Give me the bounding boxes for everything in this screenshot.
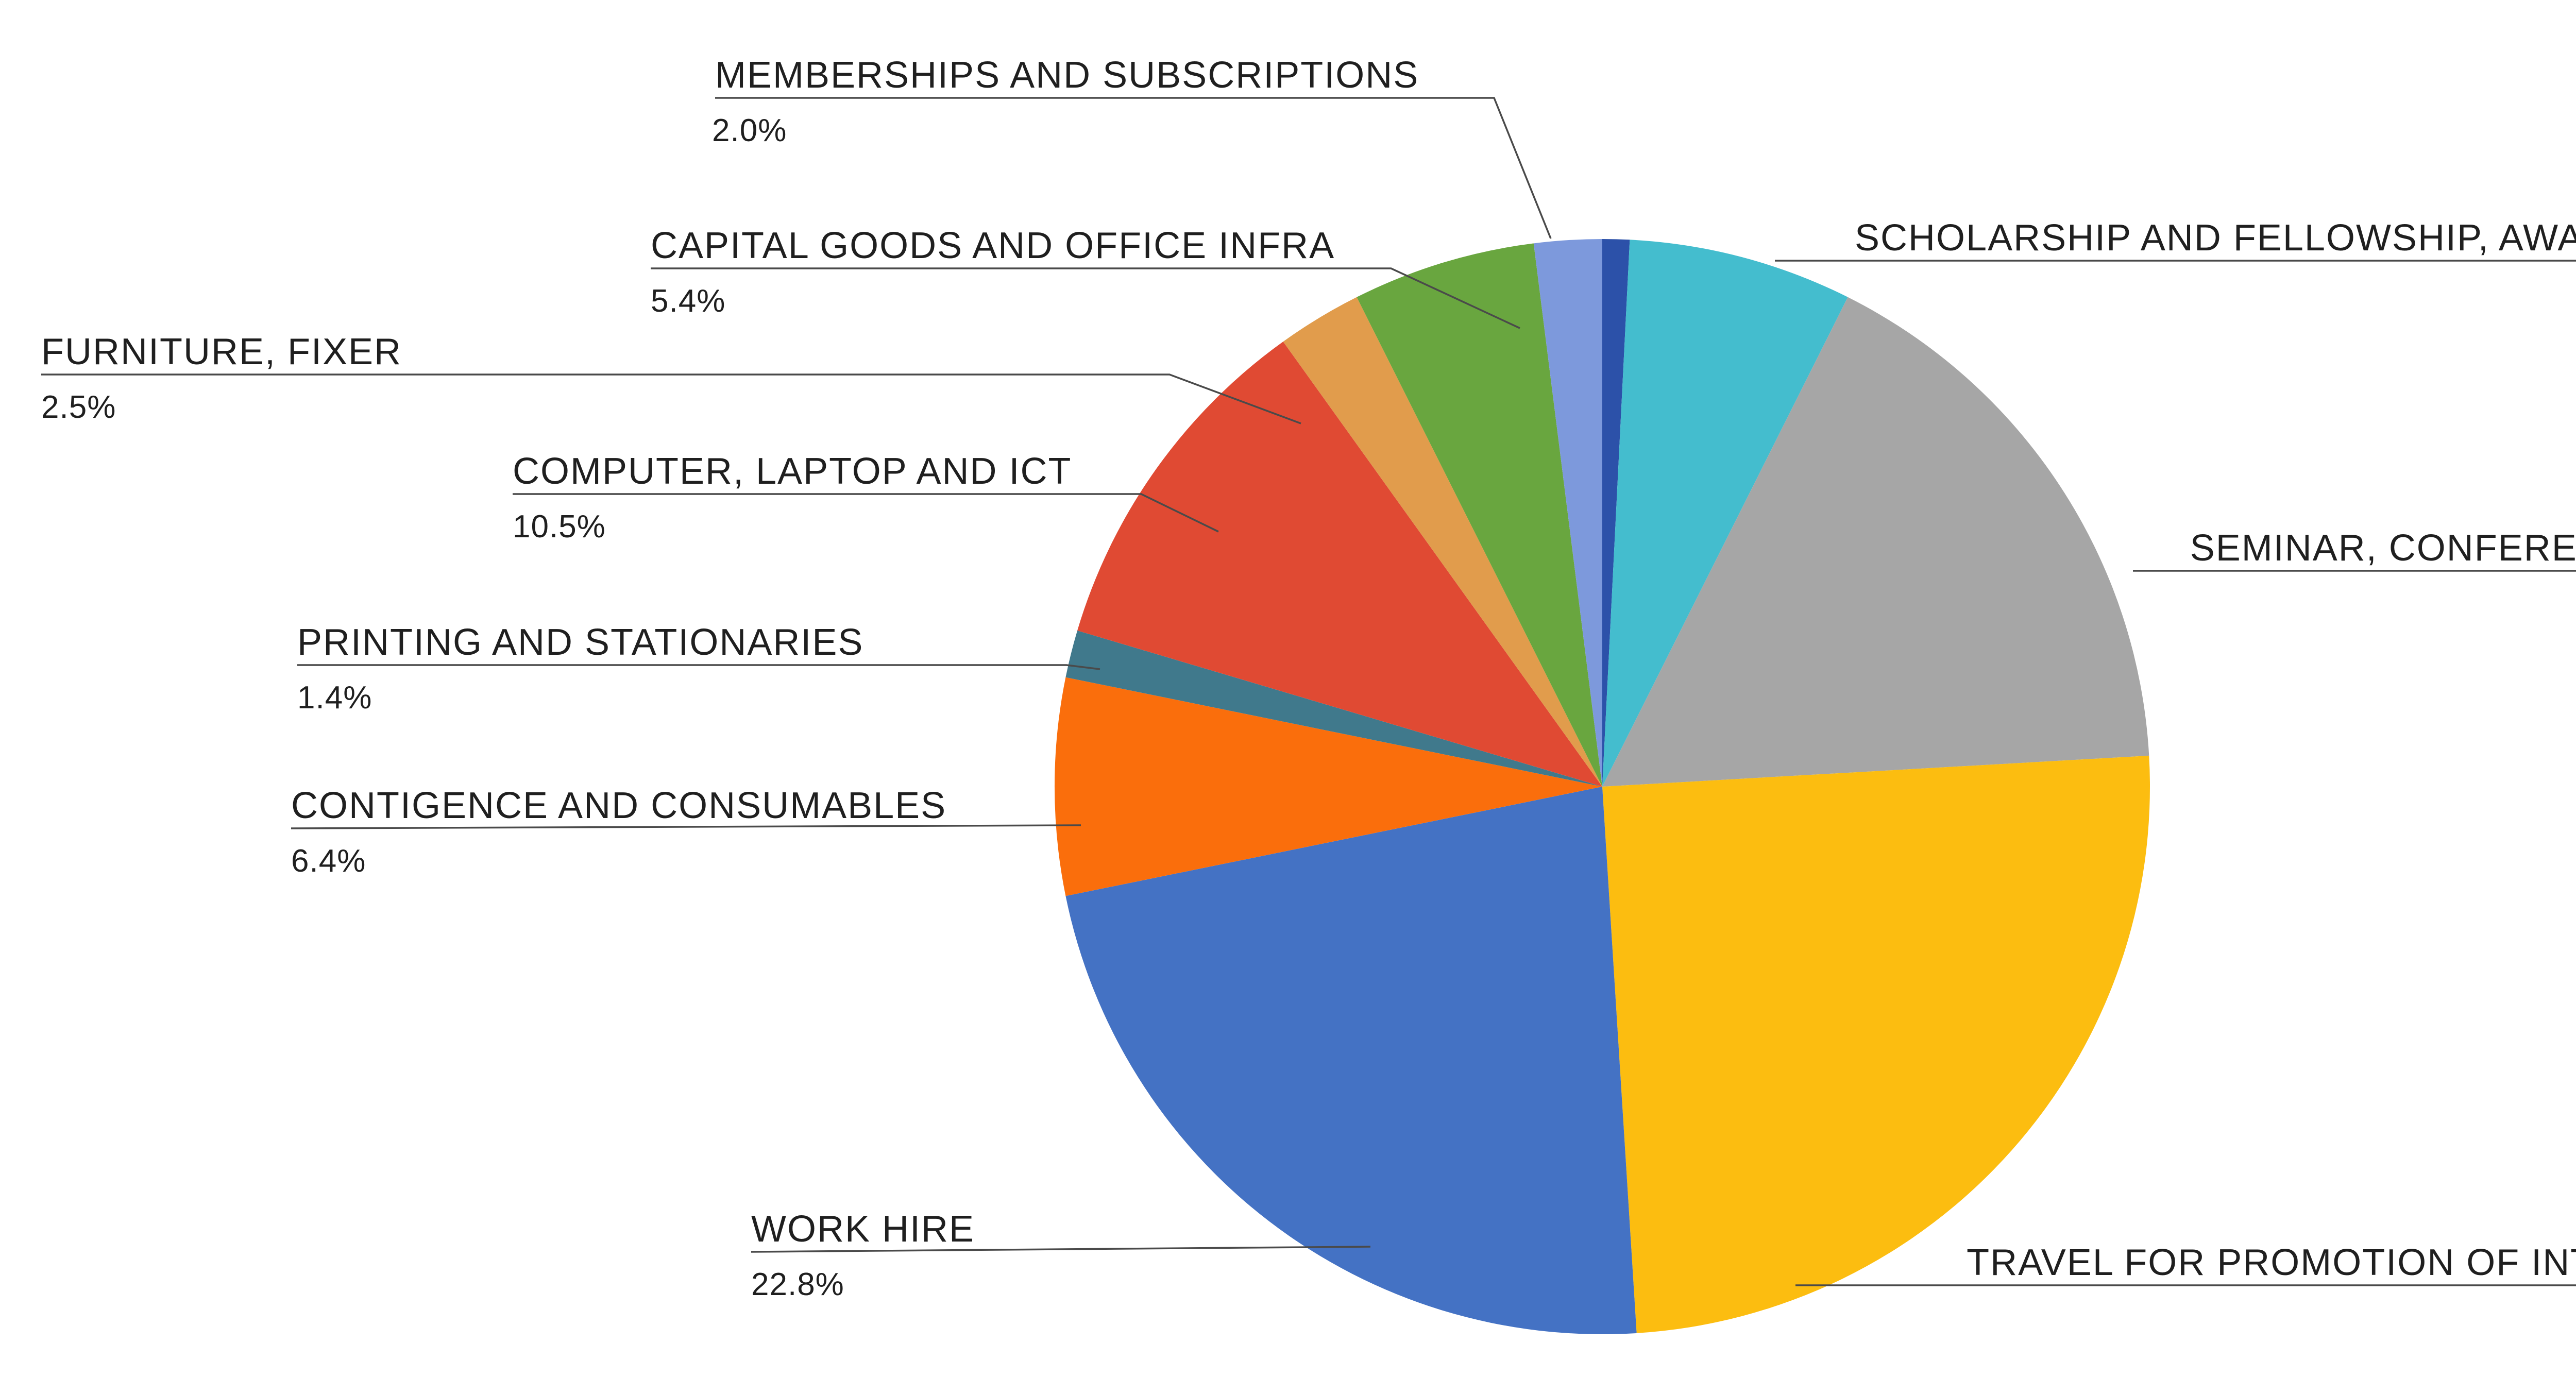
slice-pct-work-hire: 22.8% [751,1267,844,1302]
leader-line-capital-goods [651,267,1520,329]
slice-label-printing: PRINTING AND STATIONARIES [297,622,864,663]
pie-slice-4 [1065,787,1637,1334]
leader-line-work-hire [751,1246,1371,1253]
slice-pct-memberships: 2.0% [712,113,787,148]
slice-pct-furniture: 2.5% [41,389,116,425]
pie-slice-8 [1283,297,1602,787]
leader-line-furniture [41,373,1301,424]
slice-pct-printing: 1.4% [297,680,372,716]
slice-label-scholarship: SCHOLARSHIP AND FELLOWSHIP, AWARDS, REWA… [1855,217,2576,259]
pie-slice-9 [1357,243,1602,787]
slice-pct-computer: 10.5% [513,509,606,545]
leader-line-printing [297,664,1100,670]
slice-pct-contingence: 6.4% [291,843,366,879]
slice-label-work-hire: WORK HIRE [751,1209,975,1250]
slice-label-travel: TRAVEL FOR PROMOTION OF INTERNATIONAL RE… [1967,1242,2576,1283]
slice-pct-capital-goods: 5.4% [651,283,726,319]
slice-label-furniture: FURNITURE, FIXER [41,331,402,372]
slice-label-capital-goods: CAPITAL GOODS AND OFFICE INFRA [651,225,1335,266]
pie-slice-6 [1065,631,1602,787]
leader-line-computer [513,493,1219,533]
slice-label-computer: COMPUTER, LAPTOP AND ICT [513,451,1072,492]
leader-line-contingence [291,824,1081,829]
pie-slice-5 [1054,677,1602,896]
pie-slice-7 [1077,342,1602,787]
pie-slice-1 [1602,240,1848,787]
pie-slice-3 [1602,755,2150,1333]
pie-slices-group [1054,239,2150,1334]
pie-slice-10 [1533,239,1602,787]
pie-slice-2 [1602,297,2149,787]
leader-line-memberships [715,97,1552,239]
slice-label-memberships: MEMBERSHIPS AND SUBSCRIPTIONS [715,55,1419,96]
pie-slice-0 [1602,239,1630,787]
slice-label-contingence: CONTIGENCE AND CONSUMABLES [291,785,947,826]
slice-label-seminar: SEMINAR, CONFERENCE, EVENTS AND DELE... [2190,528,2576,569]
